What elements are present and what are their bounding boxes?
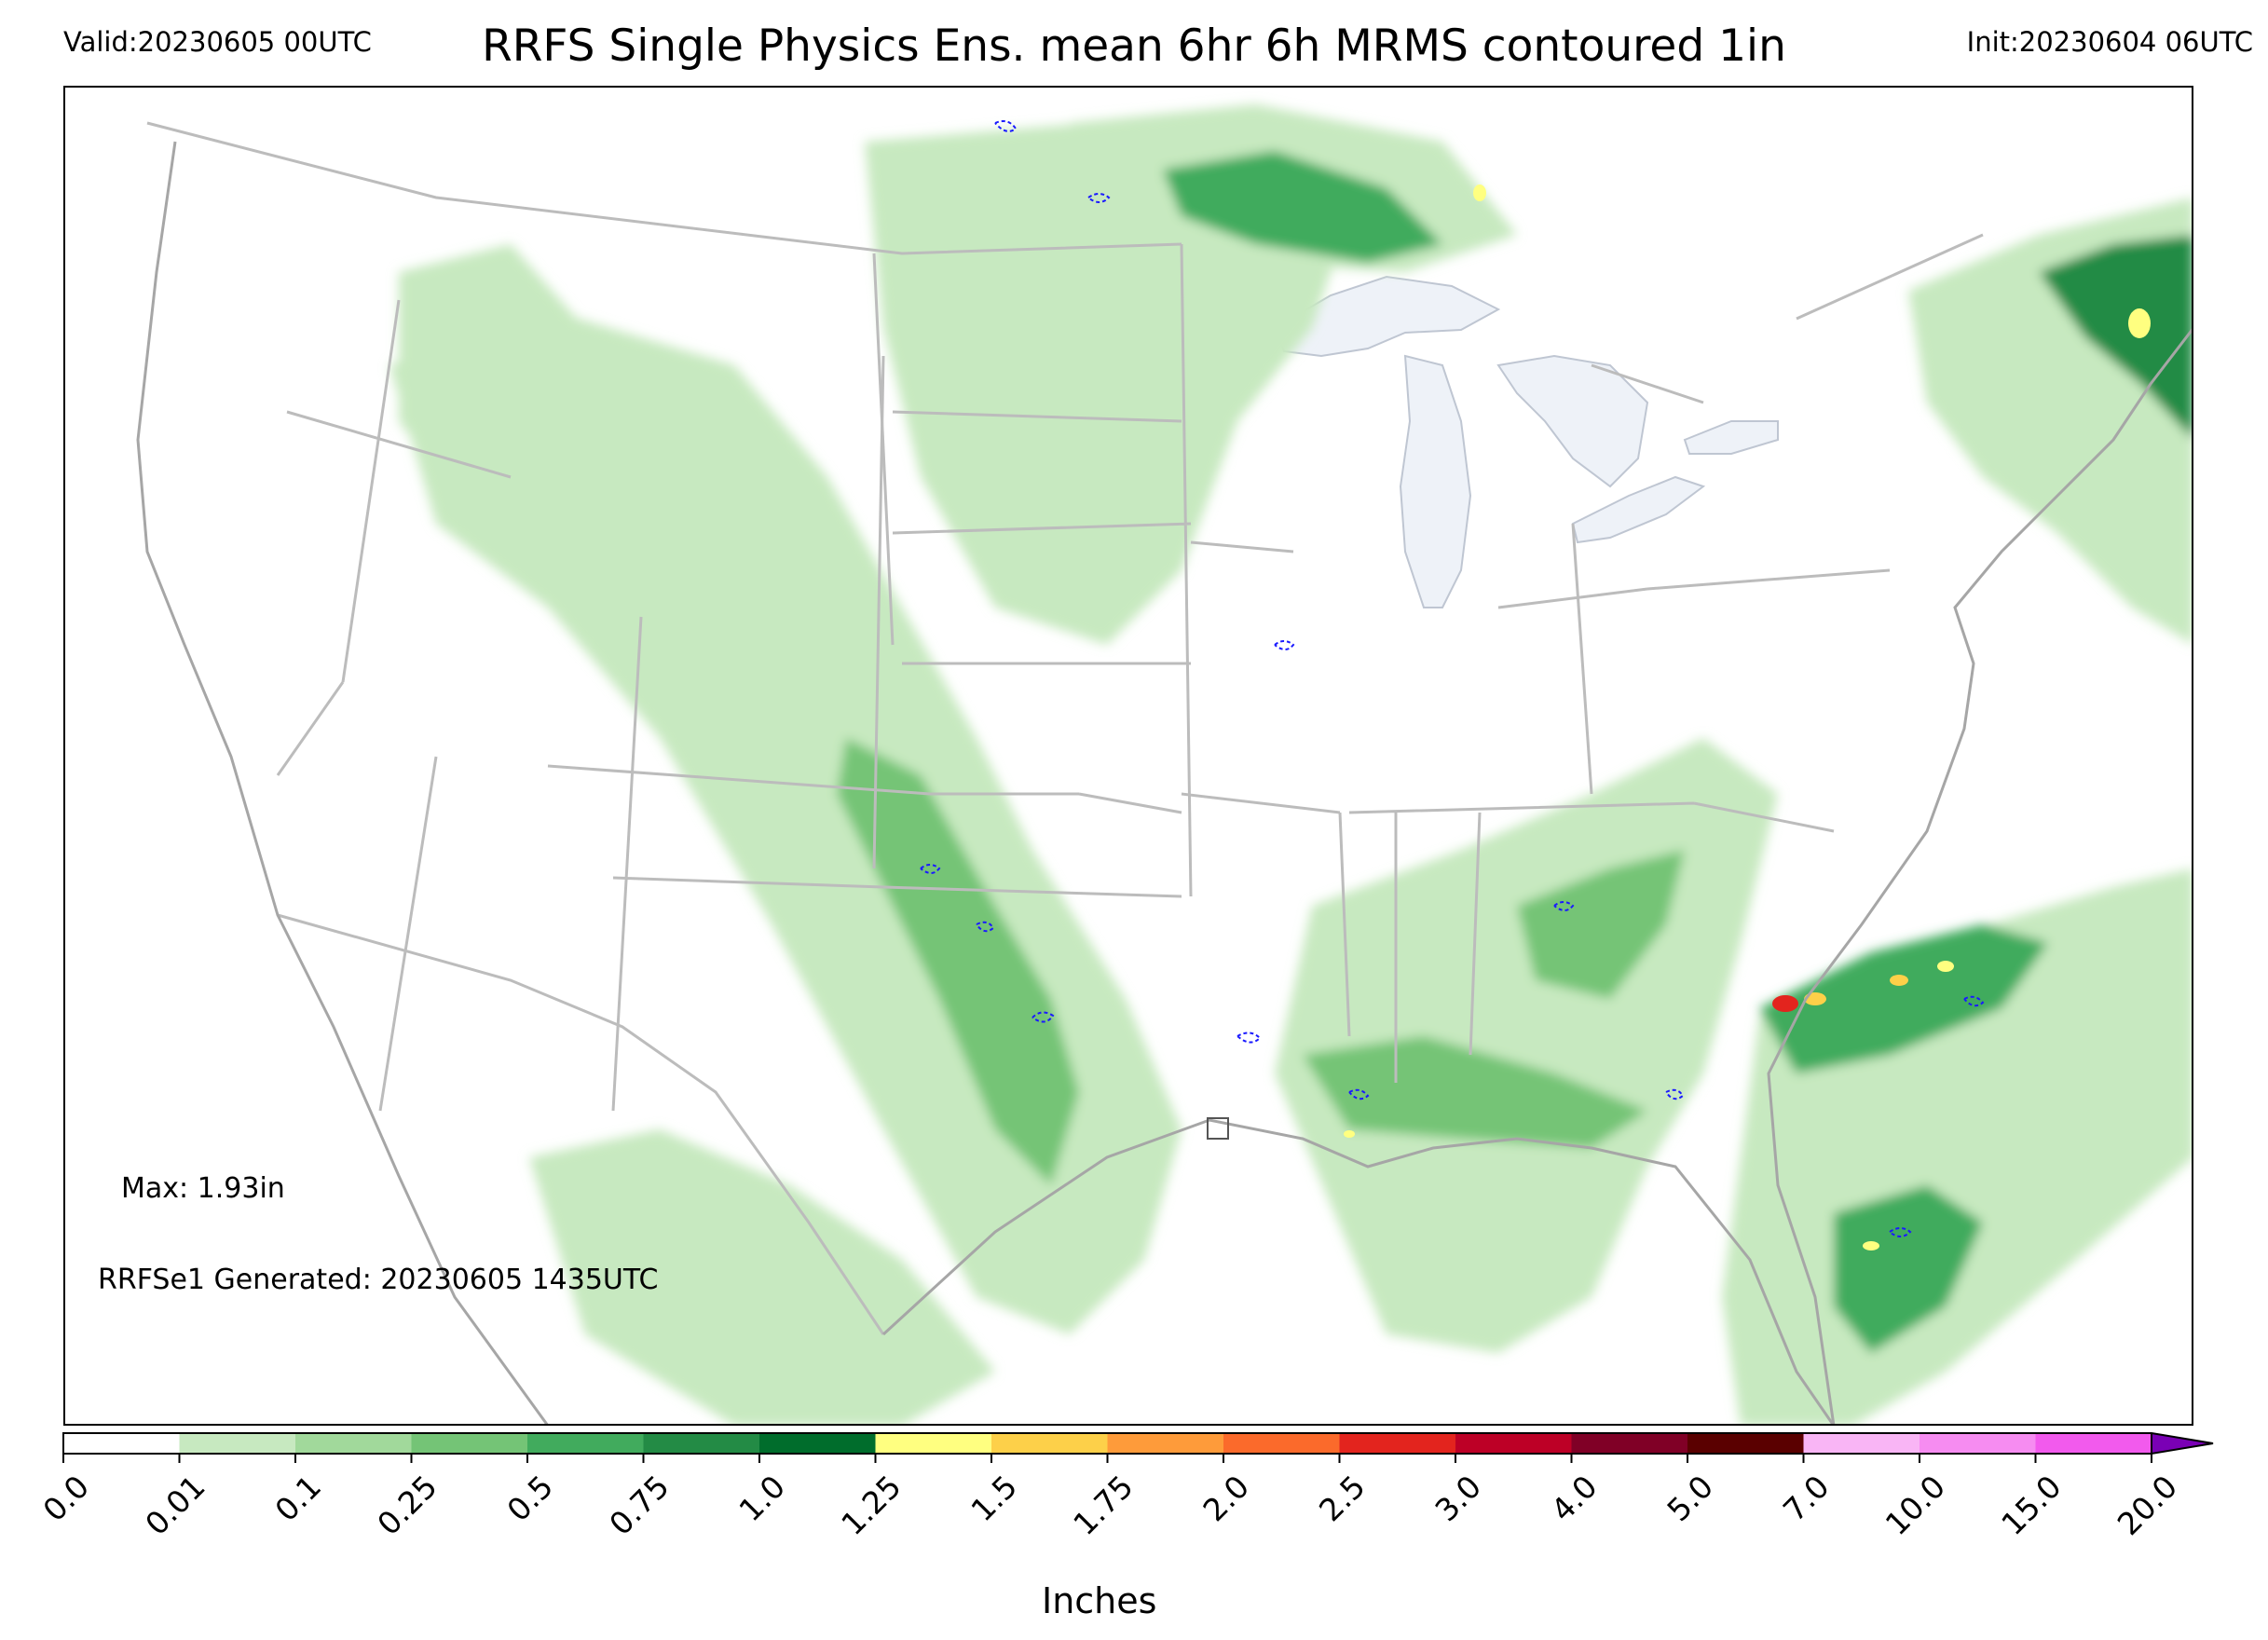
us-canada-border <box>146 121 1984 404</box>
colorbar-cell <box>1339 1433 1456 1454</box>
atlantic-coast <box>1767 327 2193 1426</box>
colorbar-extend-arrow <box>2151 1431 2214 1456</box>
colorbar-cell <box>1803 1433 1920 1454</box>
colorbar-cell <box>63 1433 180 1454</box>
colorbar-tick-label: 0.25 <box>370 1469 444 1543</box>
colorbar-tick-label: 15.0 <box>1994 1469 2069 1543</box>
colorbar-cell <box>991 1433 1108 1454</box>
colorbar-tick-label: 0.01 <box>138 1469 212 1543</box>
colorbar-tick-label: 3.0 <box>1428 1469 1489 1529</box>
mrms-1in-contours <box>920 120 1985 1237</box>
colorbar-cell <box>1687 1433 1804 1454</box>
colorbar-cell <box>527 1433 644 1454</box>
great-lakes <box>1273 275 1779 608</box>
precip-max-atlantic-3 <box>1890 975 1908 986</box>
colorbar-tick-label: 4.0 <box>1544 1469 1605 1529</box>
colorbar-cell <box>643 1433 760 1454</box>
colorbar-tick-label: 1.75 <box>1066 1469 1141 1543</box>
precip-max-maine <box>2128 308 2151 338</box>
precip-field <box>389 104 2193 1426</box>
precip-core-florida <box>1834 1185 1983 1353</box>
state-lines-central <box>872 243 1341 898</box>
colorbar-cell <box>1455 1433 1572 1454</box>
colorbar-tick-label: 1.5 <box>964 1469 1025 1529</box>
precip-band-gulf <box>529 1129 995 1426</box>
colorbar-tick-label: 0.5 <box>500 1469 561 1529</box>
precip-max-louisiana <box>1344 1130 1355 1138</box>
precip-core-atlantic <box>1759 924 2048 1073</box>
political-boundaries <box>146 121 1984 1335</box>
max-value-label: Max: 1.93in <box>121 1172 285 1205</box>
colorbar-tick-label: 0.1 <box>268 1469 329 1529</box>
precip-maxima <box>1344 184 2151 1250</box>
colorbar-cells <box>62 1431 2214 1456</box>
colorbar-tick-label: 0.0 <box>36 1469 97 1529</box>
precip-core-canada <box>1163 151 1442 263</box>
generated-label: RRFSe1 Generated: 20230605 1435UTC <box>98 1264 659 1296</box>
lake-ontario <box>1683 420 1779 455</box>
lake-erie <box>1571 475 1706 544</box>
precip-core-rockies <box>837 738 1079 1185</box>
state-lines-east <box>1338 523 1891 1083</box>
colorbar-cell <box>411 1433 528 1454</box>
colorbar-cell <box>1107 1433 1224 1454</box>
map-frame <box>63 86 2193 1426</box>
colorbar-tick-label: 10.0 <box>1879 1469 1953 1543</box>
lake-michigan <box>1399 354 1472 608</box>
colorbar-tick-label: 0.75 <box>602 1469 676 1543</box>
colorbar-tick-label: 1.25 <box>834 1469 909 1543</box>
station-marker <box>1207 1117 1229 1140</box>
colorbar-tick-label: 5.0 <box>1660 1469 1721 1529</box>
colorbar: 0.0 0.01 0.1 0.25 0.5 0.75 1.0 1.25 1.5 1.75 2.0 2.… <box>36 1431 2214 1543</box>
lake-superior <box>1273 275 1501 358</box>
pacific-coast <box>136 141 550 1426</box>
us-mexico-border <box>277 913 885 1335</box>
colorbar-cell <box>1223 1433 1340 1454</box>
precip-max-canada <box>1473 184 1486 201</box>
precip-core-southeast <box>1517 850 1685 999</box>
colorbar-cell <box>875 1433 992 1454</box>
colorbar-label: Inches <box>1042 1580 1157 1621</box>
colorbar-tick-label: 2.0 <box>1196 1469 1257 1529</box>
colorbar-cell <box>179 1433 296 1454</box>
precipitation-map <box>63 86 2193 1426</box>
colorbar-tick-label: 2.5 <box>1312 1469 1373 1529</box>
valid-time: Valid:20230605 00UTC <box>63 26 372 58</box>
colorbar-cell <box>1920 1433 2036 1454</box>
precip-core-gulfcoast <box>1303 1036 1647 1148</box>
colorbar-cell <box>295 1433 412 1454</box>
state-lines-west <box>276 299 1182 1112</box>
precip-max-atlantic-4 <box>1937 961 1954 972</box>
map-title: RRFS Single Physics Ens. mean 6hr 6h MRM… <box>482 20 1786 72</box>
colorbar-ticks: 0.0 0.01 0.1 0.25 0.5 0.75 1.0 1.25 1.5 1.75 2.0 2.… <box>36 1454 2185 1543</box>
colorbar-tick-label: 1.0 <box>732 1469 793 1529</box>
gulf-coast <box>881 1118 1836 1426</box>
precip-band-idaho <box>399 244 622 514</box>
colorbar-tick-label: 20.0 <box>2111 1469 2185 1543</box>
init-time: Init:20230604 06UTC <box>1966 26 2253 58</box>
colorbar-cell <box>759 1433 876 1454</box>
colorbar-cell <box>2035 1433 2152 1454</box>
precip-max-florida <box>1863 1241 1879 1250</box>
precip-core-maine <box>2039 235 2193 440</box>
coastlines <box>136 141 2193 1426</box>
precip-max-atlantic-1 <box>1772 995 1798 1012</box>
colorbar-cell <box>1571 1433 1688 1454</box>
colorbar-tick-label: 7.0 <box>1776 1469 1837 1529</box>
lake-huron <box>1496 354 1649 488</box>
